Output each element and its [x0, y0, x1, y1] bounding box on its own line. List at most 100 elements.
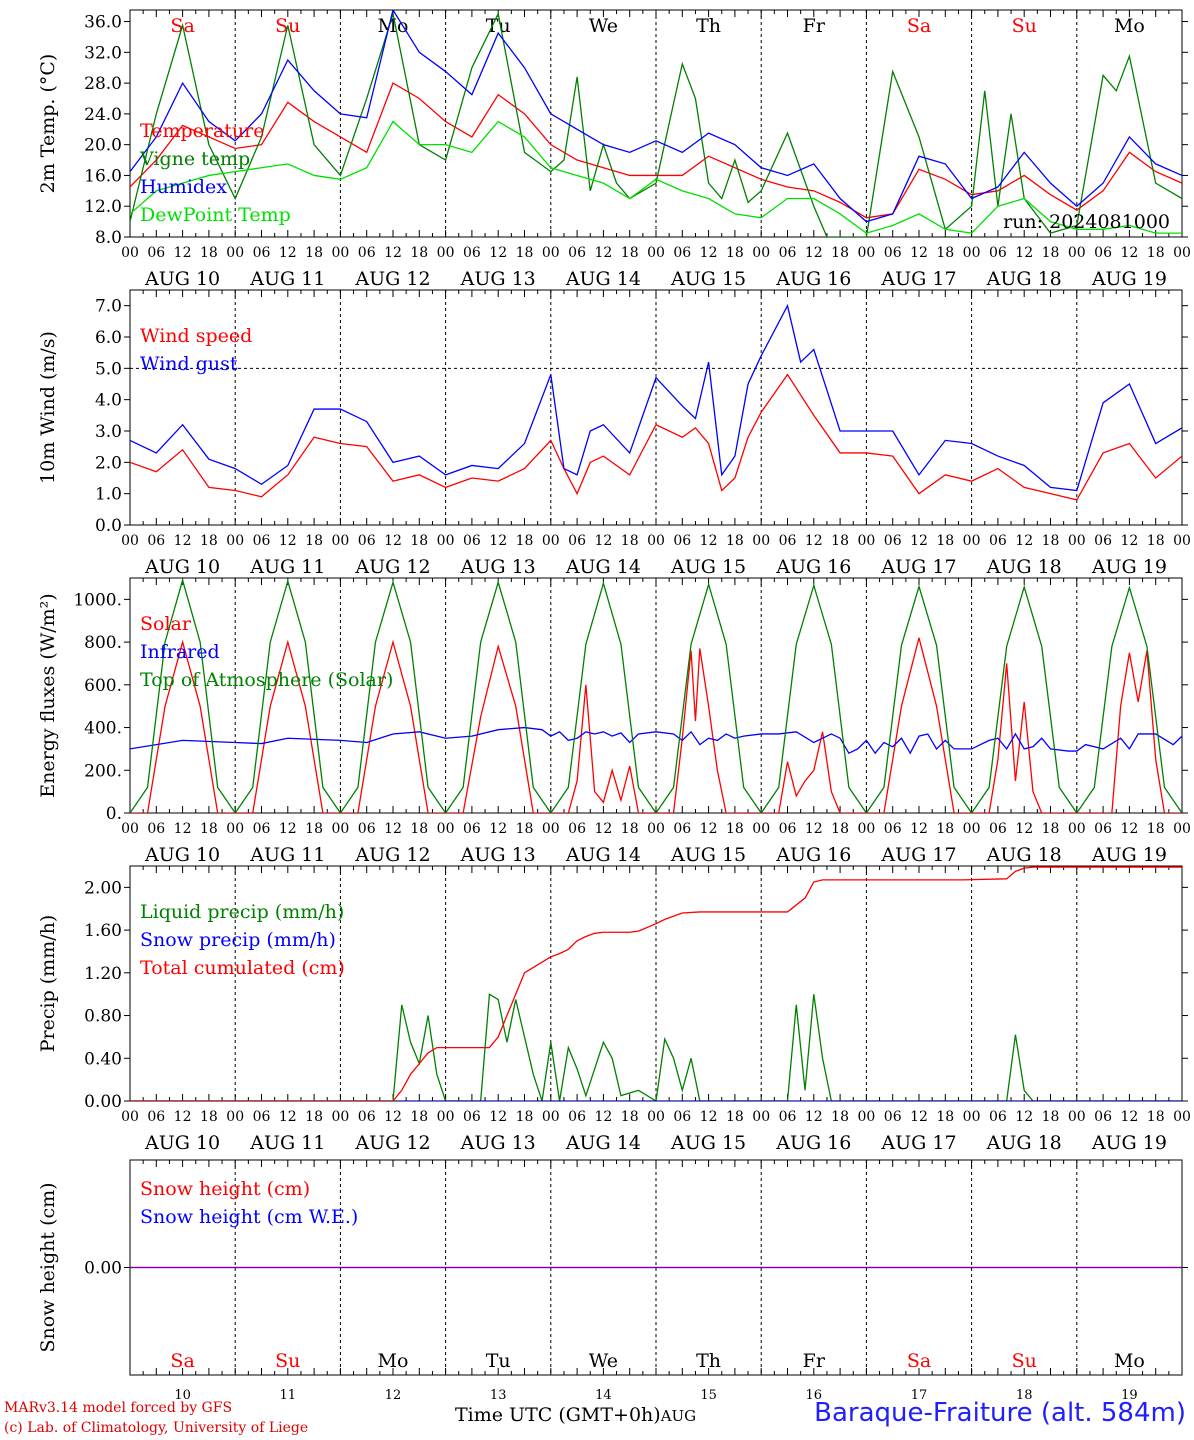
hour-tick-label: 00 [437, 1109, 455, 1125]
date-label: AUG 11 [249, 556, 325, 578]
hour-tick-label: 06 [253, 821, 271, 837]
hour-tick-label: 18 [936, 533, 954, 549]
hour-tick-label: 18 [726, 821, 744, 837]
hour-tick-label: 00 [542, 533, 560, 549]
hour-tick-label: 06 [147, 1109, 165, 1125]
hour-tick-label: 06 [463, 533, 481, 549]
legend-humidex: Humidex [140, 176, 227, 198]
y-tick-label: 24.0 [84, 105, 122, 125]
hour-tick-label: 12 [910, 821, 928, 837]
hour-tick-label: 12 [279, 533, 297, 549]
hour-tick-label: 06 [568, 1109, 586, 1125]
hour-tick-label: 18 [1147, 821, 1165, 837]
hour-tick-label: 00 [647, 245, 665, 261]
hour-tick-label: 06 [253, 1109, 271, 1125]
date-label: AUG 10 [144, 1132, 220, 1154]
hour-tick-label: 12 [489, 245, 507, 261]
y-tick-label: 0.40 [84, 1049, 122, 1069]
hour-tick-label: 00 [226, 1109, 244, 1125]
hour-tick-label: 12 [174, 245, 192, 261]
day-number-label: 18 [1016, 1388, 1033, 1403]
chart-panel-2: 0.0 1.0 2.0 3.0 4.0 5.0 6.0 7.0 10m Wind (m/s) 00… [37, 289, 1191, 578]
date-label: AUG 13 [460, 1132, 536, 1154]
y-tick-label: 600. [84, 676, 122, 696]
hour-tick-label: 06 [1094, 1109, 1112, 1125]
hour-tick-label: 12 [1120, 1109, 1138, 1125]
date-label: AUG 12 [354, 556, 430, 578]
hour-tick-label: 12 [174, 1109, 192, 1125]
date-label: AUG 15 [670, 268, 746, 290]
hour-tick-label: 00 [437, 533, 455, 549]
series-line-liquid-precip-mm-h- [130, 993, 1182, 1101]
chart-panel-3: 0. 200. 400. 600. 800. 1000. Energy fluxes (W/… [37, 577, 1191, 866]
y-tick-label: 0.00 [84, 1092, 122, 1112]
y-tick-label: 1.60 [84, 921, 122, 941]
chart-panel-1: 8.0 12.0 16.0 20.0 24.0 28.0 32.0 36.0 2m Temp. … [37, 9, 1191, 290]
hour-tick-label: 06 [358, 245, 376, 261]
day-number-label: 16 [806, 1388, 823, 1403]
hour-tick-label: 18 [200, 245, 218, 261]
hour-tick-label: 00 [331, 1109, 349, 1125]
y-tick-label: 8.0 [95, 228, 122, 248]
hour-tick-label: 00 [647, 821, 665, 837]
legend-liquid-precip-mm-h-: Liquid precip (mm/h) [140, 901, 344, 923]
hour-tick-label: 18 [1147, 1109, 1165, 1125]
date-label: AUG 19 [1091, 556, 1167, 578]
hour-tick-label: 06 [147, 533, 165, 549]
meteogram-panels: 8.0 12.0 16.0 20.0 24.0 28.0 32.0 36.0 2m Temp. … [37, 9, 1191, 1403]
weekday-label: Sa [907, 15, 931, 37]
hour-tick-label: 18 [621, 1109, 639, 1125]
series-line-dewpoint-temp [130, 120, 1182, 234]
day-number-label: 10 [174, 1388, 191, 1403]
hour-tick-label: 06 [779, 1109, 797, 1125]
hour-tick-label: 00 [963, 821, 981, 837]
weekday-label: Tu [486, 15, 511, 37]
hour-tick-label: 18 [410, 245, 428, 261]
hour-tick-label: 18 [1042, 245, 1060, 261]
hour-tick-label: 18 [305, 1109, 323, 1125]
hour-tick-label: 00 [857, 821, 875, 837]
hour-tick-label: 00 [857, 533, 875, 549]
hour-tick-label: 12 [384, 821, 402, 837]
hour-tick-label: 00 [752, 821, 770, 837]
weekday-label: Mo [1114, 1350, 1145, 1372]
hour-tick-label: 18 [516, 533, 534, 549]
series-line-total-cumulated-cm- [130, 866, 1182, 1101]
date-label: AUG 18 [986, 268, 1062, 290]
date-label: AUG 10 [144, 844, 220, 866]
y-tick-label: 1.0 [95, 485, 122, 505]
legend-dewpoint-temp: DewPoint Temp [140, 204, 291, 226]
hour-tick-label: 06 [1094, 821, 1112, 837]
hour-tick-label: 06 [147, 821, 165, 837]
date-label: AUG 19 [1091, 268, 1167, 290]
hour-tick-label: 18 [410, 821, 428, 837]
hour-tick-label: 00 [226, 821, 244, 837]
hour-tick-label: 00 [752, 1109, 770, 1125]
date-label: AUG 12 [354, 268, 430, 290]
y-tick-label: 7.0 [95, 297, 122, 317]
date-label: AUG 17 [880, 844, 956, 866]
legend-total-cumulated-cm-: Total cumulated (cm) [140, 957, 345, 979]
hour-tick-label: 06 [673, 821, 691, 837]
weekday-label: Su [1012, 1350, 1037, 1372]
date-label: AUG 13 [460, 556, 536, 578]
hour-tick-label: 06 [147, 245, 165, 261]
hour-tick-label: 18 [831, 1109, 849, 1125]
date-label: AUG 17 [880, 268, 956, 290]
date-label: AUG 16 [775, 1132, 851, 1154]
y-tick-label: 200. [84, 761, 122, 781]
hour-tick-label: 12 [1120, 245, 1138, 261]
hour-tick-label: 06 [358, 1109, 376, 1125]
weekday-label: Th [696, 15, 721, 37]
hour-tick-label: 06 [568, 533, 586, 549]
hour-tick-label: 18 [831, 821, 849, 837]
hour-tick-label: 18 [621, 533, 639, 549]
date-label: AUG 16 [775, 556, 851, 578]
weekday-label: Su [275, 1350, 300, 1372]
hour-tick-label: 00 [1173, 533, 1191, 549]
day-number-label: 15 [700, 1388, 717, 1403]
date-label: AUG 14 [565, 556, 641, 578]
hour-tick-label: 18 [410, 1109, 428, 1125]
y-tick-label: 2.0 [95, 453, 122, 473]
